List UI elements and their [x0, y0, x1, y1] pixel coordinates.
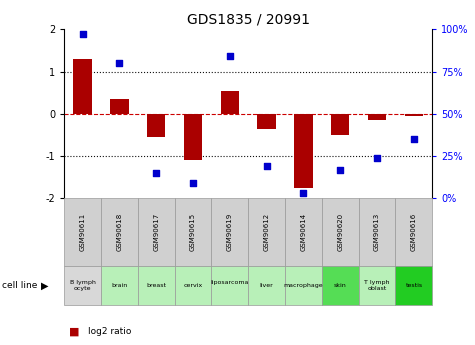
Point — [226, 53, 234, 59]
Text: GSM90615: GSM90615 — [190, 213, 196, 251]
Point — [189, 180, 197, 186]
Text: B lymph
ocyte: B lymph ocyte — [70, 280, 95, 291]
Point — [336, 167, 344, 172]
Text: liver: liver — [260, 283, 274, 288]
Text: brain: brain — [111, 283, 127, 288]
Text: skin: skin — [334, 283, 347, 288]
Text: GSM90614: GSM90614 — [300, 213, 306, 251]
Text: GSM90620: GSM90620 — [337, 213, 343, 251]
Point — [300, 190, 307, 196]
Text: GSM90616: GSM90616 — [411, 213, 417, 251]
Point — [79, 32, 86, 37]
Text: liposarcoma: liposarcoma — [210, 280, 249, 291]
Bar — [368, 114, 386, 120]
Point — [410, 136, 418, 142]
Text: ■: ■ — [69, 326, 79, 336]
Text: GSM90611: GSM90611 — [79, 213, 86, 251]
Bar — [110, 99, 129, 114]
Bar — [184, 114, 202, 160]
Bar — [147, 114, 165, 137]
Text: testis: testis — [405, 283, 422, 288]
Text: GSM90612: GSM90612 — [264, 213, 270, 251]
Text: cell line: cell line — [2, 281, 38, 290]
Point — [115, 60, 123, 66]
Text: GSM90618: GSM90618 — [116, 213, 123, 251]
Title: GDS1835 / 20991: GDS1835 / 20991 — [187, 13, 310, 27]
Point — [152, 170, 160, 176]
Bar — [257, 114, 276, 129]
Bar — [405, 114, 423, 116]
Text: GSM90613: GSM90613 — [374, 213, 380, 251]
Text: breast: breast — [146, 283, 166, 288]
Point — [373, 155, 381, 160]
Text: macrophage: macrophage — [284, 283, 323, 288]
Text: ▶: ▶ — [41, 280, 49, 290]
Bar — [220, 91, 239, 114]
Text: T lymph
oblast: T lymph oblast — [364, 280, 390, 291]
Bar — [294, 114, 313, 188]
Text: log2 ratio: log2 ratio — [88, 327, 131, 336]
Text: cervix: cervix — [183, 283, 203, 288]
Point — [263, 164, 270, 169]
Bar — [331, 114, 350, 135]
Bar — [73, 59, 92, 114]
Text: GSM90619: GSM90619 — [227, 213, 233, 251]
Text: GSM90617: GSM90617 — [153, 213, 159, 251]
